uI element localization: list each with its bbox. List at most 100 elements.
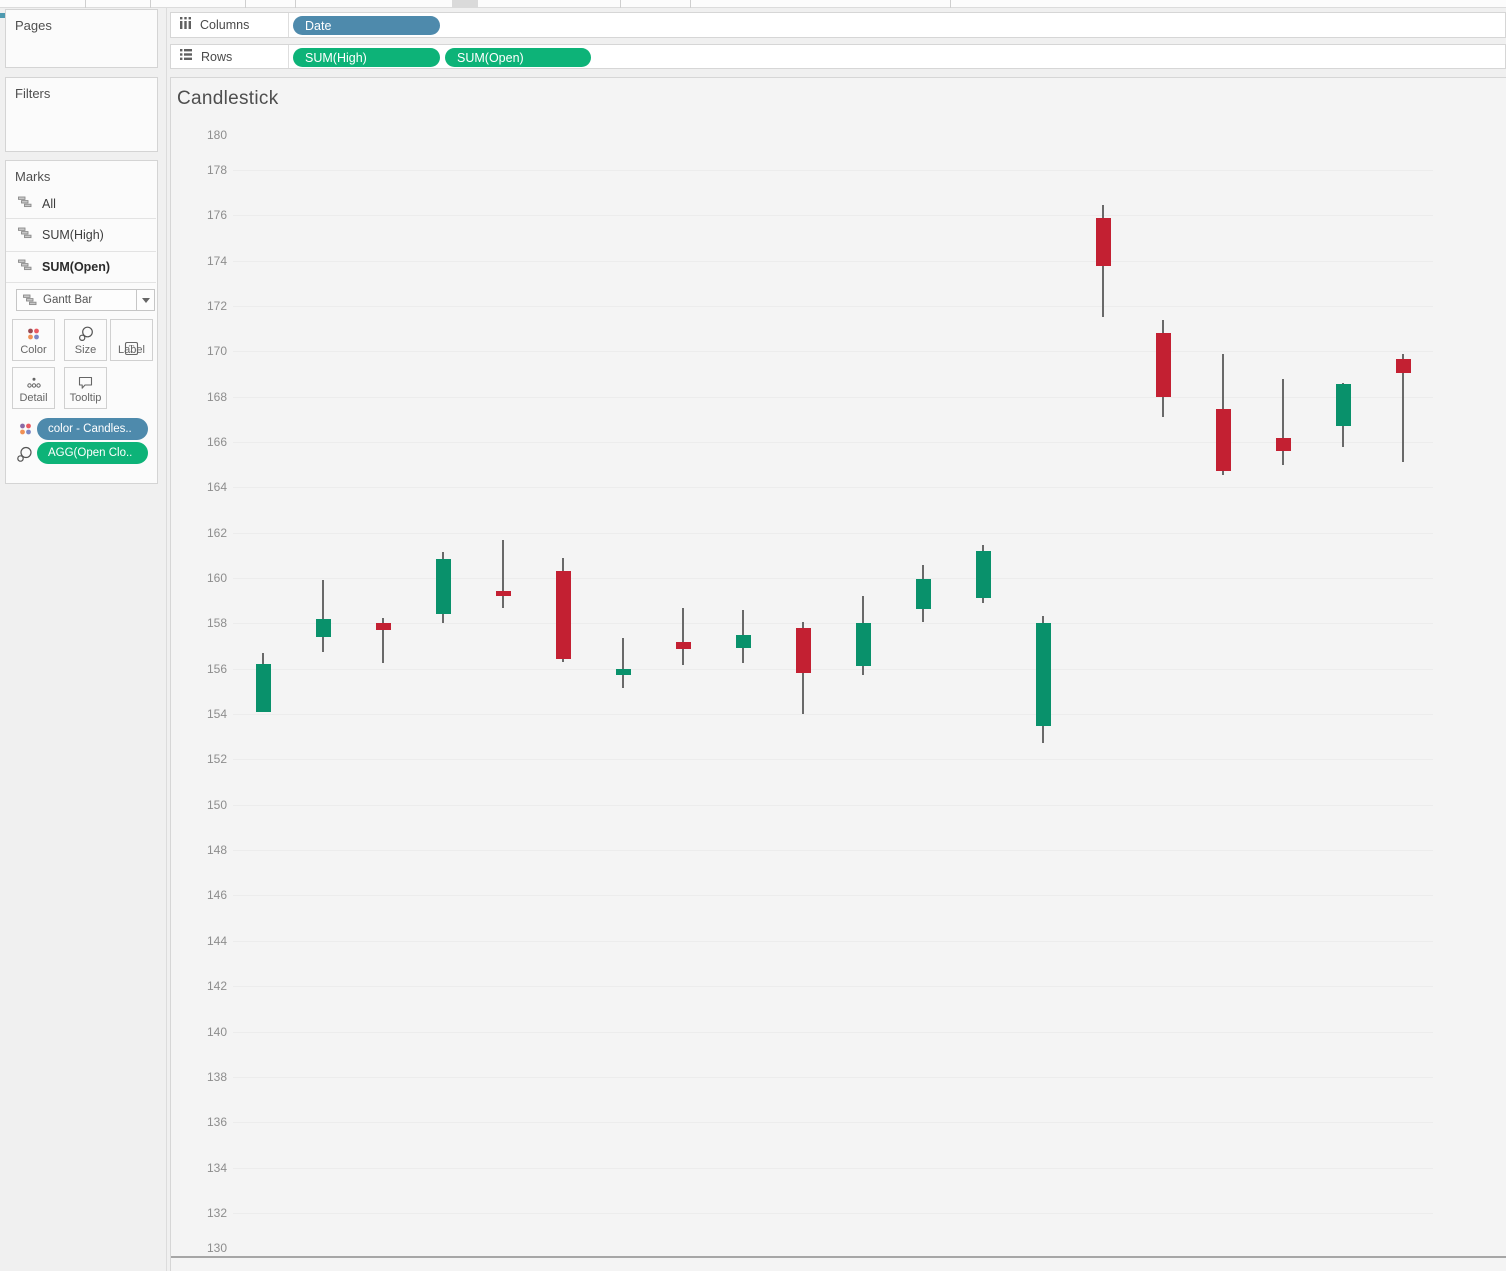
rows-shelf-header: Rows <box>171 45 289 68</box>
candle-wick[interactable] <box>682 607 684 666</box>
color-button[interactable]: Color <box>12 319 55 361</box>
gridline <box>233 1122 1433 1124</box>
gridline <box>233 442 1433 443</box>
marks-card-all[interactable]: All <box>6 189 156 219</box>
candle-wick[interactable] <box>1402 353 1404 463</box>
toolbar-divider <box>620 0 621 8</box>
toolbar-divider <box>690 0 691 8</box>
toolbar-divider <box>295 0 296 8</box>
toolbar-divider <box>85 0 86 8</box>
candle-body[interactable] <box>1096 217 1111 267</box>
candle-body[interactable] <box>976 550 991 599</box>
label-button-text: Label <box>118 344 145 356</box>
columns-icon <box>179 16 192 35</box>
candle-body[interactable] <box>1156 333 1171 397</box>
candle-body[interactable] <box>1396 359 1411 373</box>
gantt-bar-icon <box>23 294 37 306</box>
candle-body[interactable] <box>1276 437 1291 452</box>
candle-wick[interactable] <box>322 580 324 652</box>
worksheet-border <box>170 77 1506 78</box>
candle-body[interactable] <box>556 571 571 659</box>
candle-body[interactable] <box>736 634 751 649</box>
columns-shelf[interactable]: Columns Date <box>170 12 1506 38</box>
candle-body[interactable] <box>436 558 451 615</box>
marks-panel-label: Marks <box>15 169 51 184</box>
y-axis-label: 174 <box>206 253 227 268</box>
candle-wick[interactable] <box>502 539 504 608</box>
y-axis-label: 152 <box>206 752 227 767</box>
candle-body[interactable] <box>256 664 271 712</box>
candle-body[interactable] <box>856 623 871 667</box>
tooltip-icon <box>77 375 94 390</box>
y-axis-label: 168 <box>206 389 227 404</box>
mark-type-dropdown-button[interactable] <box>136 290 154 310</box>
pages-panel-label: Pages <box>15 18 52 33</box>
pill-sum-open[interactable]: SUM(Open) <box>445 48 591 67</box>
pill-date[interactable]: Date <box>293 16 440 35</box>
tooltip-button[interactable]: Tooltip <box>64 367 107 409</box>
y-axis-label: 134 <box>206 1160 227 1175</box>
pages-panel[interactable]: Pages <box>5 9 158 68</box>
candle-body[interactable] <box>316 618 331 637</box>
label-button[interactable]: T Label <box>110 319 153 361</box>
candle-body[interactable] <box>1216 409 1231 472</box>
gridline <box>233 759 1433 761</box>
gridline <box>233 895 1433 897</box>
size-icon <box>16 446 33 468</box>
sheet-title: Candlestick <box>177 88 279 109</box>
gridline <box>233 351 1433 353</box>
candle-body[interactable] <box>916 579 931 609</box>
candle-body[interactable] <box>1036 623 1051 727</box>
candle-body[interactable] <box>616 668 631 676</box>
filters-panel[interactable]: Filters <box>5 77 158 152</box>
gantt-bar-icon <box>18 226 32 244</box>
gridline <box>233 804 1433 806</box>
tooltip-button-label: Tooltip <box>69 392 102 404</box>
gridline <box>233 1031 1433 1033</box>
marks-pill-agg-open-close[interactable]: AGG(Open Clo.. <box>37 442 148 464</box>
marks-card-sum-open-label: SUM(Open) <box>42 260 111 274</box>
y-axis-label: 172 <box>206 299 227 313</box>
candle-body[interactable] <box>376 623 391 631</box>
detail-button[interactable]: Detail <box>12 367 55 409</box>
rows-icon <box>179 48 193 66</box>
gridline <box>233 1212 1433 1214</box>
y-axis-label: 164 <box>206 480 227 495</box>
size-button[interactable]: Size <box>64 319 107 361</box>
y-axis-label: 160 <box>206 571 227 586</box>
candle-wick[interactable] <box>622 638 624 688</box>
marks-panel: Marks All SUM(High) SUM(Open) Gantt Bar <box>5 160 158 484</box>
detail-icon <box>26 376 42 390</box>
gridline <box>233 215 1433 217</box>
rows-shelf[interactable]: Rows SUM(High) SUM(Open) <box>170 44 1506 69</box>
mark-type-dropdown[interactable]: Gantt Bar <box>16 289 155 311</box>
gridline <box>233 850 1433 852</box>
gridline <box>233 1167 1433 1169</box>
svg-text:T: T <box>129 344 135 354</box>
candle-body[interactable] <box>796 627 811 674</box>
candle-body[interactable] <box>676 641 691 650</box>
toolbar-button-fragment <box>452 0 478 8</box>
gridline <box>233 260 1433 262</box>
chevron-down-icon <box>141 297 150 303</box>
candle-body[interactable] <box>496 590 511 597</box>
candle-wick[interactable] <box>1282 378 1284 465</box>
marks-card-all-label: All <box>42 196 56 211</box>
marks-card-sum-open[interactable]: SUM(Open) <box>6 252 156 283</box>
size-icon <box>78 326 94 342</box>
size-button-label: Size <box>74 344 97 356</box>
marks-pill-color-candlestick[interactable]: color - Candles.. <box>37 418 148 440</box>
y-axis-label: 166 <box>206 435 227 449</box>
pill-sum-high[interactable]: SUM(High) <box>293 48 440 67</box>
mark-type-label: Gantt Bar <box>43 294 93 306</box>
candle-wick[interactable] <box>382 617 384 663</box>
gridline <box>233 623 1433 625</box>
marks-card-sum-high[interactable]: SUM(High) <box>6 219 156 252</box>
detail-button-label: Detail <box>19 392 48 404</box>
gridline <box>233 668 1433 670</box>
gridline <box>233 578 1433 580</box>
candle-body[interactable] <box>1336 384 1351 427</box>
y-axis-label: 156 <box>206 661 227 676</box>
